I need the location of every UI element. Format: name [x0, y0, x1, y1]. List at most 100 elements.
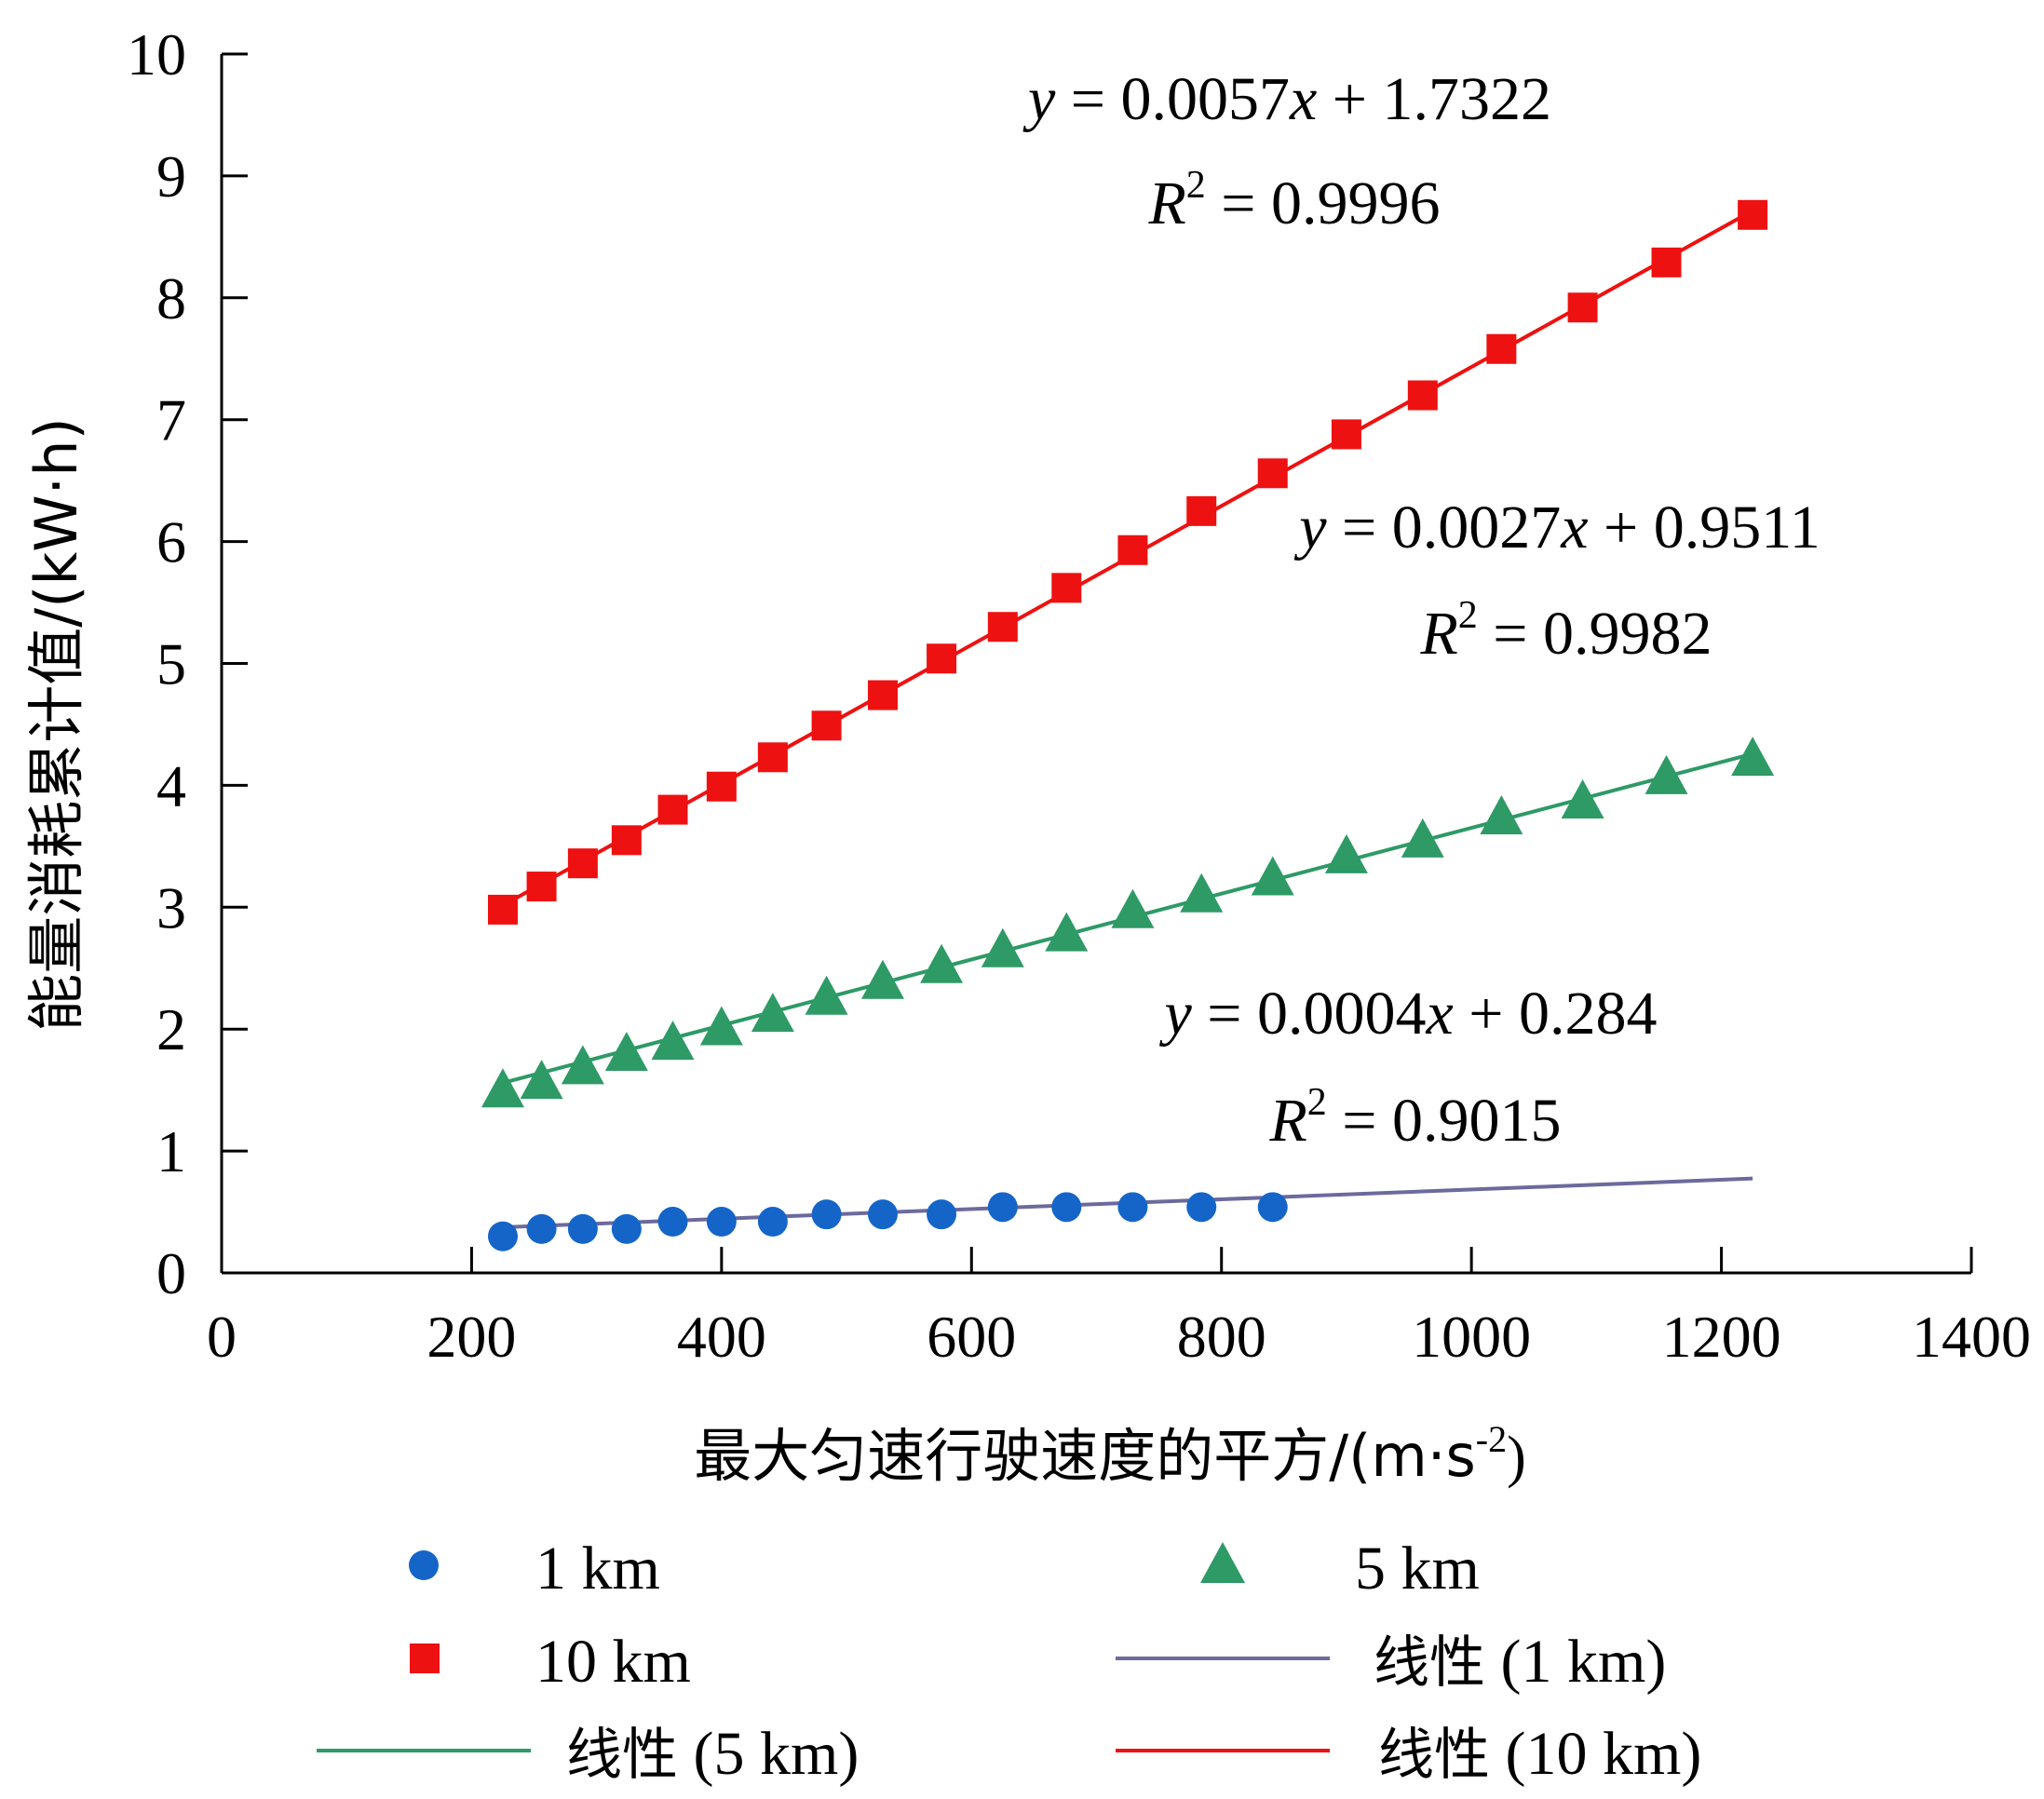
point-10km-17 — [1486, 333, 1517, 364]
point-1km-9 — [927, 1199, 957, 1230]
legend-label-linear-10km: 线性 (10 km) — [1378, 1720, 1701, 1788]
point-5km-16 — [1401, 818, 1444, 858]
legend-label-linear-5km: 线性 (5 km) — [566, 1720, 859, 1788]
point-5km-17 — [1480, 795, 1523, 835]
point-5km-9 — [920, 943, 964, 983]
legend-linear-series: (5 km) — [678, 1720, 859, 1788]
y-tick-label: 6 — [156, 509, 186, 575]
point-5km-6 — [751, 993, 794, 1033]
legend-label-linear-1km: 线性 (1 km) — [1374, 1628, 1666, 1696]
point-1km-12 — [1117, 1192, 1148, 1223]
annotation-1km-equation: y = 0.0004x + 0.284 — [1158, 980, 1657, 1048]
legend-marker-5km — [1200, 1542, 1245, 1583]
x-tick-label: 0 — [207, 1304, 237, 1370]
point-5km-1 — [520, 1060, 563, 1100]
point-1km-0 — [487, 1221, 518, 1251]
annot-r2-rest: = 0.9996 — [1206, 169, 1441, 237]
annotation-5km-r2: R2 = 0.9982 — [1419, 594, 1712, 668]
point-5km-18 — [1561, 778, 1604, 818]
y-tick-label: 7 — [156, 387, 186, 453]
point-10km-6 — [757, 742, 788, 773]
y-tick-label: 2 — [156, 996, 186, 1062]
y-tick-label: 3 — [156, 874, 186, 940]
y-tick-label: 9 — [156, 143, 186, 210]
annot-x-symbol: x — [1289, 65, 1317, 133]
annot-y-symbol: y — [1293, 494, 1327, 561]
point-5km-7 — [805, 975, 848, 1015]
legend-linear-word: 线性 — [566, 1723, 678, 1788]
point-10km-11 — [1051, 573, 1082, 603]
annot-eq-end: + 0.284 — [1454, 980, 1658, 1048]
point-10km-8 — [867, 680, 898, 710]
point-10km-19 — [1651, 247, 1682, 277]
point-10km-16 — [1407, 380, 1438, 411]
point-5km-5 — [699, 1006, 743, 1046]
legend-linear-word: 线性 — [1378, 1723, 1490, 1788]
point-5km-10 — [981, 927, 1024, 967]
point-1km-4 — [657, 1207, 688, 1238]
legend-label-1km: 1 km — [535, 1535, 660, 1603]
annot-r2-sup: 2 — [1458, 594, 1478, 637]
point-5km-0 — [481, 1068, 524, 1108]
point-10km-7 — [811, 710, 842, 741]
point-1km-8 — [867, 1199, 898, 1230]
annot-eq-rest: = 0.0004 — [1192, 980, 1427, 1048]
x-axis-title-main: 最大匀速行驶速度的平方/(m·s — [694, 1422, 1475, 1490]
y-tick-label: 5 — [156, 631, 186, 697]
point-10km-13 — [1186, 495, 1217, 526]
point-10km-4 — [657, 794, 688, 825]
point-10km-10 — [987, 612, 1018, 642]
point-10km-15 — [1331, 419, 1361, 450]
point-10km-1 — [526, 872, 557, 902]
annotation-5km-equation: y = 0.0027x + 0.9511 — [1293, 494, 1821, 561]
annot-x-symbol: x — [1426, 980, 1454, 1048]
annot-x-symbol: x — [1560, 494, 1588, 561]
axes: 0 1 2 3 4 5 6 7 8 9 10 0 200 400 600 800 1000 1200 1400 — [127, 21, 2031, 1370]
annot-r2-rest: = 0.9015 — [1327, 1087, 1562, 1155]
point-10km-14 — [1257, 458, 1288, 489]
x-tick-label: 800 — [1177, 1304, 1266, 1370]
point-10km-2 — [567, 848, 598, 879]
annot-eq-end: + 0.9511 — [1589, 494, 1821, 561]
annot-r2-sup: 2 — [1186, 164, 1206, 207]
point-1km-14 — [1257, 1192, 1288, 1223]
point-1km-13 — [1186, 1192, 1217, 1223]
legend-linear-word: 线性 — [1374, 1630, 1485, 1696]
point-5km-4 — [651, 1021, 695, 1061]
point-1km-2 — [567, 1213, 598, 1244]
point-5km-13 — [1180, 872, 1224, 913]
point-5km-2 — [561, 1045, 604, 1085]
point-10km-20 — [1738, 199, 1768, 230]
x-tick-label: 1200 — [1662, 1304, 1781, 1370]
annot-eq-rest: = 0.0027 — [1326, 494, 1561, 561]
annot-r-symbol: R — [1147, 169, 1185, 237]
point-1km-6 — [757, 1207, 788, 1238]
x-axis-title-sup: -2 — [1476, 1418, 1507, 1460]
y-tick-label: 1 — [156, 1118, 186, 1184]
point-5km-19 — [1645, 754, 1688, 794]
annot-y-symbol: y — [1022, 65, 1056, 133]
legend-marker-10km — [410, 1643, 440, 1673]
point-5km-12 — [1111, 888, 1155, 928]
trendlines — [502, 209, 1754, 1230]
annot-eq-rest: = 0.0057 — [1055, 65, 1290, 133]
point-5km-14 — [1251, 856, 1294, 896]
point-1km-11 — [1051, 1192, 1082, 1223]
point-1km-3 — [611, 1213, 642, 1244]
y-axis-title: 能量消耗累计值/(kW·h) — [22, 417, 90, 1031]
data-markers — [481, 199, 1775, 1251]
point-10km-3 — [611, 825, 642, 856]
legend-marker-1km — [409, 1550, 439, 1580]
legend-linear-series: (10 km) — [1490, 1720, 1701, 1788]
point-10km-18 — [1567, 292, 1598, 323]
x-tick-label: 1000 — [1412, 1304, 1531, 1370]
point-1km-7 — [811, 1199, 842, 1230]
annotation-10km-equation: y = 0.0057x + 1.7322 — [1022, 65, 1551, 133]
y-tick-label: 10 — [127, 21, 186, 88]
legend-linear-series: (1 km) — [1485, 1628, 1666, 1696]
y-tick-label: 4 — [156, 752, 186, 818]
point-10km-5 — [706, 771, 737, 802]
y-tick-label: 8 — [156, 265, 186, 331]
annot-r-symbol: R — [1268, 1087, 1306, 1155]
x-tick-label: 400 — [677, 1304, 766, 1370]
